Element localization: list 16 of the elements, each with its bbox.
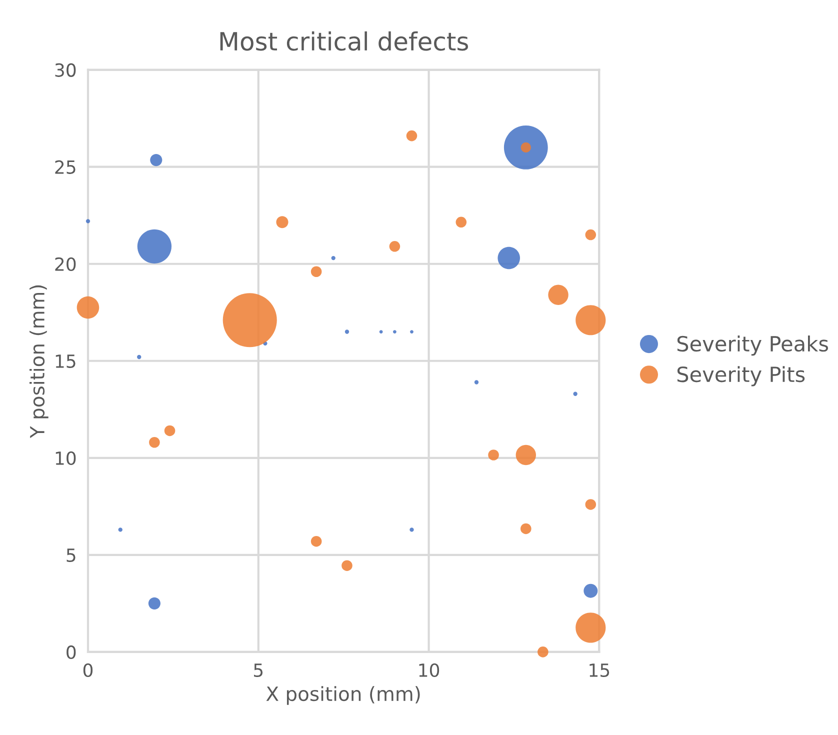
- y-tick-label: 0: [66, 645, 76, 660]
- legend-label: Severity Peaks: [677, 336, 828, 356]
- x-tick-label: 0: [83, 663, 93, 678]
- y-tick-label: 25: [55, 160, 76, 174]
- x-tick-label: 15: [590, 664, 610, 678]
- y-tick-label: 30: [55, 63, 76, 77]
- y-axis-title: Y position (mm): [30, 285, 48, 438]
- x-axis-title: X position (mm): [266, 686, 420, 705]
- y-tick-label: 5: [66, 548, 76, 562]
- x-tick-label: 5: [254, 664, 263, 678]
- legend-label: Severity Pits: [677, 366, 805, 386]
- chart-title: Most critical defects: [220, 31, 468, 51]
- y-tick-label: 20: [55, 257, 76, 271]
- y-tick-label: 15: [56, 354, 76, 368]
- x-tick-label: 10: [419, 663, 440, 678]
- y-tick-label: 10: [56, 451, 76, 466]
